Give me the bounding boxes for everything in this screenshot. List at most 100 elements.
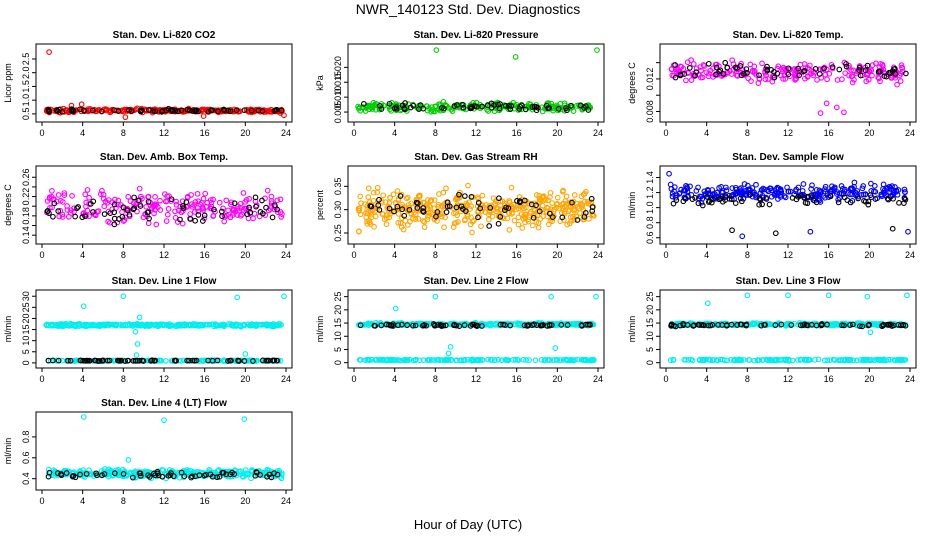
data-point — [146, 215, 152, 222]
data-point — [104, 357, 111, 364]
data-point — [391, 208, 397, 215]
data-point — [495, 220, 502, 227]
data-point — [243, 205, 250, 212]
data-point — [111, 201, 118, 208]
y-tick-label: 0.010 — [333, 86, 343, 109]
data-point — [250, 215, 256, 222]
data-point — [197, 201, 204, 208]
data-point — [578, 356, 585, 363]
data-point — [743, 66, 750, 72]
data-point — [208, 199, 215, 206]
data-points — [355, 293, 599, 364]
data-point — [764, 63, 770, 70]
data-point — [356, 356, 363, 363]
data-point — [207, 197, 214, 203]
data-point — [821, 65, 827, 72]
data-point — [899, 65, 906, 71]
y-tick-label: 0.5 — [21, 108, 31, 121]
data-point — [442, 322, 449, 329]
data-point — [732, 64, 739, 71]
data-point — [69, 473, 76, 480]
data-point — [274, 206, 280, 213]
data-point — [50, 467, 57, 474]
data-point — [460, 104, 467, 111]
data-point — [771, 74, 778, 81]
data-point — [815, 356, 822, 363]
data-point — [127, 198, 134, 204]
data-point — [244, 211, 251, 218]
data-point — [835, 196, 842, 203]
data-point — [466, 199, 472, 206]
y-axis-label: degrees C — [627, 62, 637, 104]
data-point — [398, 357, 404, 364]
data-point — [378, 106, 385, 112]
data-point — [905, 228, 911, 235]
data-point — [135, 197, 142, 204]
x-tick-label: 4 — [392, 374, 397, 384]
data-point — [240, 190, 247, 196]
data-point — [667, 357, 674, 364]
data-point — [511, 217, 518, 224]
y-tick-label: 0.015 — [333, 71, 343, 94]
data-point — [581, 214, 588, 220]
x-tick-label: 12 — [159, 250, 169, 260]
data-point — [230, 321, 236, 328]
data-point — [681, 356, 688, 363]
data-point — [386, 100, 393, 107]
data-point — [149, 357, 155, 364]
x-tick-label: 8 — [745, 128, 750, 138]
data-point — [274, 197, 281, 204]
y-tick-label: 0.8 — [645, 216, 655, 229]
data-points — [355, 182, 597, 236]
x-tick-label: 12 — [471, 374, 481, 384]
panel-2: Stan. Dev. Li-820 Pressure kPa 0 4 8 12 16 20 24… — [315, 30, 605, 138]
series-2 — [672, 59, 909, 81]
data-point — [578, 201, 585, 208]
y-tick-label: 1.5 — [21, 80, 31, 93]
x-tick-label: 24 — [281, 374, 291, 384]
y-axis-label: ml/min — [627, 316, 637, 343]
data-point — [413, 199, 420, 206]
x-tick-label: 8 — [121, 374, 126, 384]
data-point — [169, 107, 176, 114]
plot-frame — [659, 43, 917, 123]
data-point — [357, 107, 364, 114]
data-point — [704, 187, 711, 193]
data-point — [151, 210, 157, 217]
data-point — [758, 322, 765, 329]
data-point — [246, 108, 253, 114]
data-point — [63, 470, 70, 476]
data-point — [677, 72, 684, 79]
data-point — [719, 356, 726, 363]
data-point — [783, 356, 790, 363]
data-point — [848, 73, 855, 80]
data-point — [782, 76, 789, 82]
data-point — [390, 357, 397, 363]
data-point — [680, 321, 686, 327]
data-point — [46, 210, 52, 216]
data-point — [737, 321, 744, 328]
data-point — [896, 200, 902, 206]
data-point — [877, 61, 884, 67]
data-point — [538, 322, 544, 329]
data-point — [546, 210, 553, 217]
y-tick-label: 0 — [333, 360, 343, 365]
data-point — [233, 323, 239, 329]
data-point — [430, 321, 437, 327]
data-point — [892, 71, 899, 77]
data-point — [281, 112, 287, 119]
data-point — [680, 198, 687, 205]
data-point — [187, 215, 194, 222]
data-point — [535, 224, 542, 231]
data-point — [97, 191, 104, 197]
data-point — [58, 471, 64, 477]
x-tick-label: 12 — [783, 374, 793, 384]
data-point — [397, 193, 404, 199]
data-point — [122, 114, 129, 121]
data-point — [497, 101, 503, 107]
data-point — [255, 107, 262, 114]
data-point — [571, 207, 578, 214]
y-tick-label: 0.22 — [21, 188, 31, 206]
x-tick-label: 4 — [80, 496, 85, 506]
x-tick-label: 0 — [351, 374, 356, 384]
